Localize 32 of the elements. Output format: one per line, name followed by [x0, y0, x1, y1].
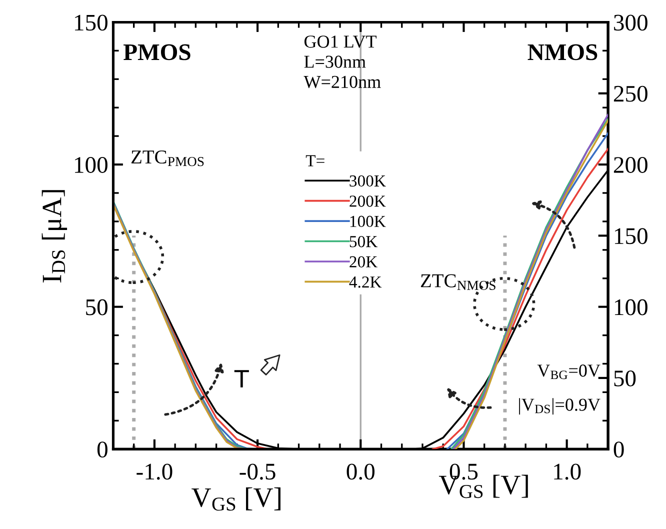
y2-tick-label: 250: [614, 86, 648, 102]
annotation: V$_{BG}$=0V: [537, 364, 600, 380]
legend-label: 100K: [350, 216, 386, 228]
y-tick-label: 150: [75, 14, 108, 31]
annotation: T: [234, 370, 249, 388]
annotation: GO1 LVT L=30nm W=210nm: [304, 36, 381, 88]
x-tick-label: -0.5: [240, 464, 276, 480]
y2-tick-label: 100: [614, 299, 648, 316]
legend-label: 50K: [350, 236, 378, 248]
legend-label: 4.2K: [349, 276, 382, 288]
legend-label: 200K: [350, 196, 386, 207]
legend-label: 300K: [350, 175, 386, 187]
y2-tick-label: 150: [614, 228, 648, 244]
legend-title: T=: [306, 155, 324, 166]
x-axis-title: V$_{GS}$ [V]: [192, 487, 280, 511]
annotation: ZTC$_{PMOS}$: [131, 150, 204, 166]
y2-tick-label: 0: [614, 442, 624, 458]
y-axis-title: I$_{DS}$ [μA]: [42, 190, 68, 282]
x-tick-label: 1.0: [554, 464, 581, 480]
y2-tick-label: 300: [614, 14, 648, 31]
x-tick-label: -1.0: [136, 464, 172, 480]
annotation: |V$_{DS}$|=0.9V: [519, 398, 600, 415]
annotation: PMOS: [124, 44, 190, 60]
y2-tick-label: 50: [614, 370, 636, 386]
y-tick-label: 100: [75, 157, 108, 173]
y-tick-label: 50: [86, 299, 108, 316]
y2-tick-label: 200: [614, 157, 648, 173]
legend-label: 20K: [350, 256, 378, 268]
x-tick-label: 0.0: [346, 464, 374, 480]
annotation: NMOS: [528, 44, 598, 60]
annotation: ZTC$_{NMOS}$: [420, 274, 496, 290]
y-tick-label: 0: [97, 442, 108, 458]
